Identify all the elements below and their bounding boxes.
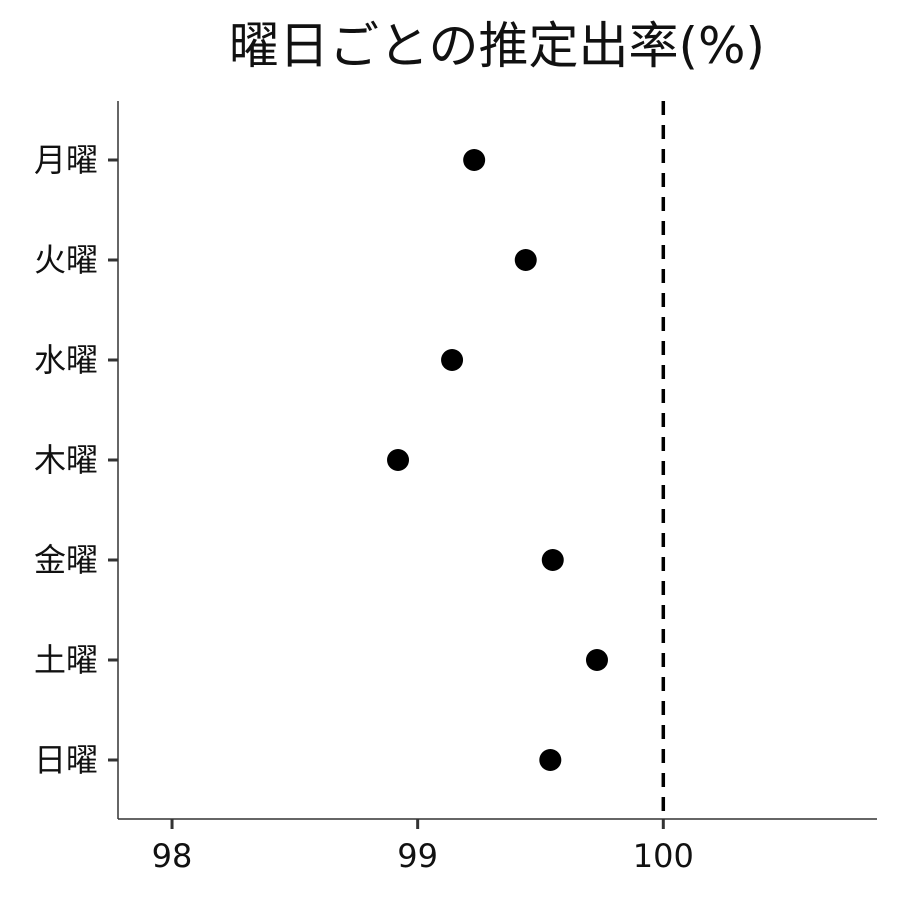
chart-title: 曜日ごとの推定出率(%) [229, 17, 765, 75]
data-point-3 [387, 449, 410, 471]
data-point-5 [585, 649, 608, 671]
data-point-4 [541, 549, 564, 571]
x-tick-label-1: 99 [397, 837, 438, 875]
x-tick-label-0: 98 [152, 837, 193, 875]
data-point-0 [463, 149, 486, 171]
data-point-1 [514, 249, 537, 271]
y-tick-label-5: 土曜 [34, 641, 98, 679]
data-point-2 [441, 349, 464, 371]
y-tick-label-4: 金曜 [34, 541, 98, 579]
y-tick-label-6: 日曜 [34, 741, 98, 779]
data-point-6 [539, 749, 562, 771]
y-tick-label-2: 水曜 [34, 341, 98, 379]
y-tick-label-1: 火曜 [34, 241, 98, 279]
y-tick-label-3: 木曜 [34, 441, 98, 479]
y-tick-label-0: 月曜 [34, 141, 98, 179]
x-tick-label-2: 100 [633, 837, 694, 875]
